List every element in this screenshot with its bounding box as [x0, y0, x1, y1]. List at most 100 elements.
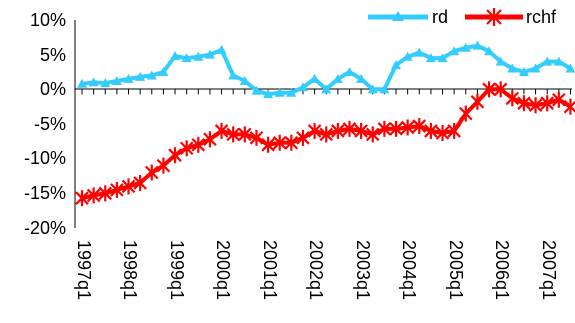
data-point-rd — [437, 53, 448, 63]
data-point-rchf — [389, 120, 403, 137]
data-point-rchf — [470, 93, 485, 110]
y-tick-label: -15% — [24, 183, 66, 203]
y-tick-label: -10% — [24, 148, 66, 168]
data-point-rd — [565, 63, 575, 73]
data-point-rchf — [98, 185, 113, 202]
x-tick-label: 2003q1 — [353, 240, 373, 300]
data-point-rd — [391, 60, 402, 70]
data-point-rchf — [133, 174, 147, 191]
y-tick-label: 10% — [30, 10, 66, 30]
legend-label-rchf: rchf — [526, 7, 557, 27]
data-point-rd — [111, 76, 122, 86]
data-point-rd — [542, 56, 553, 66]
data-point-rchf — [226, 126, 240, 143]
data-point-rchf — [447, 122, 461, 139]
data-point-rchf — [203, 131, 217, 148]
data-point-rchf — [156, 157, 171, 174]
data-point-rchf — [563, 98, 575, 115]
data-point-rchf — [272, 134, 287, 151]
data-point-rd — [286, 87, 297, 97]
x-tick-label: 2001q1 — [260, 240, 280, 300]
data-point-rchf — [249, 129, 264, 146]
legend: rd rchf — [368, 7, 557, 27]
data-point-rchf — [145, 164, 159, 181]
data-point-rchf — [412, 118, 427, 135]
x-tick-label: 2006q1 — [492, 240, 512, 300]
data-point-rchf — [365, 126, 380, 143]
data-point-rd — [425, 53, 436, 63]
data-point-rchf — [75, 190, 89, 207]
data-point-rchf — [331, 122, 345, 139]
data-point-rd — [88, 77, 99, 87]
data-point-rd — [449, 46, 460, 56]
data-point-rd — [274, 87, 285, 97]
data-point-rd — [553, 56, 564, 66]
data-point-rd — [100, 78, 111, 88]
data-point-rd — [344, 67, 355, 76]
data-point-rd — [379, 84, 390, 94]
x-tick-label: 1997q1 — [74, 240, 94, 300]
data-point-rd — [309, 73, 320, 83]
x-tick-label: 2007q1 — [539, 240, 559, 300]
data-point-rchf — [424, 122, 438, 139]
data-point-rd — [228, 70, 239, 80]
x-tick-label: 1998q1 — [120, 240, 140, 300]
data-point-rchf — [459, 105, 473, 122]
data-point-rchf — [377, 120, 392, 137]
series-layer — [75, 40, 575, 207]
data-point-rchf — [319, 126, 334, 143]
data-point-rchf — [505, 90, 520, 107]
data-point-rchf — [540, 95, 554, 112]
data-point-rd — [251, 85, 262, 95]
data-point-rd — [484, 46, 495, 56]
data-point-rd — [356, 73, 367, 83]
data-point-rchf — [493, 81, 508, 98]
data-point-rd — [181, 53, 192, 63]
x-tick-label: 2002q1 — [306, 240, 326, 300]
data-point-rd — [216, 44, 227, 54]
legend-marker-rd — [392, 11, 404, 21]
series-line-rchf — [81, 87, 572, 201]
y-tick-label: 5% — [40, 45, 66, 65]
x-tick-label: 2005q1 — [446, 240, 466, 300]
x-tick-label: 2004q1 — [399, 240, 419, 300]
data-point-rd — [495, 56, 506, 66]
data-point-rchf — [552, 91, 566, 108]
data-point-rd — [77, 78, 87, 88]
data-point-rchf — [86, 187, 101, 204]
data-point-rchf — [214, 122, 229, 139]
data-point-rd — [518, 67, 529, 76]
data-point-rd — [239, 76, 250, 86]
y-tick-label: -5% — [34, 114, 66, 134]
data-point-rchf — [517, 95, 531, 112]
data-point-rd — [193, 51, 204, 61]
data-point-rchf — [110, 181, 124, 198]
y-tick-label: -20% — [24, 218, 66, 238]
data-point-rd — [123, 73, 134, 83]
data-point-rd — [321, 84, 332, 94]
data-point-rd — [135, 71, 146, 81]
data-point-rchf — [191, 136, 206, 153]
data-point-rchf — [296, 129, 310, 146]
x-tick-label: 2000q1 — [213, 240, 233, 300]
data-point-rd — [414, 47, 425, 57]
data-point-rd — [146, 70, 157, 80]
legend-label-rd: rd — [432, 7, 448, 27]
data-point-rd — [263, 89, 274, 99]
data-point-rchf — [342, 120, 357, 137]
data-point-rchf — [238, 126, 252, 143]
data-point-rchf — [435, 125, 450, 142]
data-point-rchf — [284, 134, 299, 151]
data-point-rd — [507, 63, 518, 73]
data-point-rchf — [528, 97, 543, 114]
data-point-rd — [297, 82, 308, 92]
data-point-rd — [460, 42, 471, 52]
data-point-rchf — [121, 178, 136, 195]
data-point-rchf — [261, 136, 275, 153]
data-point-rd — [158, 67, 169, 76]
data-point-rchf — [179, 140, 194, 157]
data-point-rchf — [482, 81, 496, 98]
data-point-rd — [402, 51, 413, 61]
data-point-rchf — [168, 147, 182, 164]
data-point-rd — [204, 49, 215, 59]
